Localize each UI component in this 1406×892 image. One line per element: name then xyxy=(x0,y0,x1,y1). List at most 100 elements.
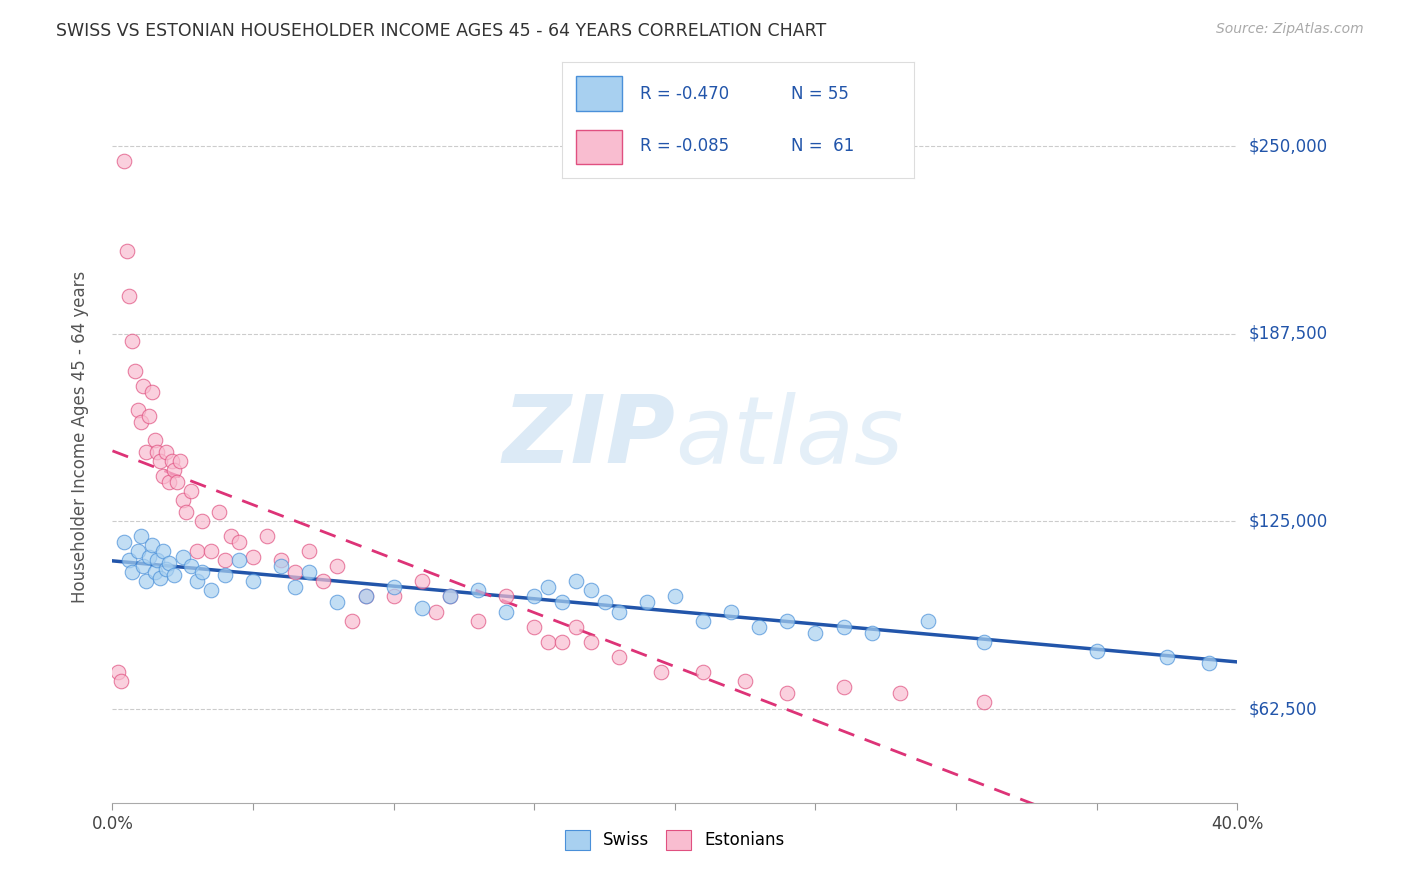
Point xyxy=(298,544,321,558)
Text: N = 55: N = 55 xyxy=(790,85,849,103)
Point xyxy=(776,685,799,699)
Point xyxy=(110,673,132,688)
Point xyxy=(326,595,349,609)
Point xyxy=(664,590,686,604)
Point xyxy=(748,619,770,633)
Point xyxy=(242,550,264,565)
Point xyxy=(354,590,377,604)
Point xyxy=(118,289,141,303)
Point xyxy=(163,463,186,477)
Point xyxy=(523,619,546,633)
Point xyxy=(425,605,447,619)
Point xyxy=(129,529,152,543)
Point xyxy=(270,553,292,567)
Point xyxy=(172,493,194,508)
Point xyxy=(180,559,202,574)
Point xyxy=(326,559,349,574)
Point xyxy=(157,475,180,490)
Point xyxy=(118,553,141,567)
Point xyxy=(155,445,177,459)
Text: R = -0.085: R = -0.085 xyxy=(640,137,728,155)
Point xyxy=(180,484,202,499)
Text: Source: ZipAtlas.com: Source: ZipAtlas.com xyxy=(1216,22,1364,37)
Point xyxy=(860,625,883,640)
Point xyxy=(166,475,188,490)
Point xyxy=(174,506,197,520)
Point xyxy=(832,619,855,633)
Point xyxy=(467,614,489,628)
Text: R = -0.470: R = -0.470 xyxy=(640,85,728,103)
Point xyxy=(692,665,714,679)
Point xyxy=(607,605,630,619)
Text: $62,500: $62,500 xyxy=(1249,700,1317,718)
Point xyxy=(354,590,377,604)
Y-axis label: Householder Income Ages 45 - 64 years: Householder Income Ages 45 - 64 years xyxy=(70,271,89,603)
Point xyxy=(650,665,672,679)
Point xyxy=(138,550,160,565)
Point xyxy=(495,605,517,619)
Point xyxy=(172,550,194,565)
Point xyxy=(163,568,186,582)
Text: N =  61: N = 61 xyxy=(790,137,853,155)
Text: $187,500: $187,500 xyxy=(1249,325,1327,343)
Point xyxy=(143,566,166,580)
Point xyxy=(219,529,242,543)
Point xyxy=(973,634,995,648)
Point xyxy=(149,572,172,586)
Point xyxy=(734,673,756,688)
Point xyxy=(411,574,433,589)
Point xyxy=(200,544,222,558)
Point xyxy=(135,445,157,459)
Point xyxy=(191,566,214,580)
Point xyxy=(169,454,191,468)
Point xyxy=(228,535,250,549)
Point xyxy=(312,574,335,589)
Point xyxy=(411,601,433,615)
Text: $250,000: $250,000 xyxy=(1249,137,1327,155)
Point xyxy=(298,566,321,580)
Point xyxy=(146,445,169,459)
Point xyxy=(692,614,714,628)
Point xyxy=(565,574,588,589)
Point xyxy=(551,595,574,609)
Point xyxy=(593,595,616,609)
Legend: Swiss, Estonians: Swiss, Estonians xyxy=(558,823,792,856)
Point xyxy=(228,553,250,567)
Text: atlas: atlas xyxy=(675,392,903,483)
Point xyxy=(551,634,574,648)
Point xyxy=(537,634,560,648)
Point xyxy=(155,562,177,576)
Point xyxy=(141,385,163,400)
Point xyxy=(149,454,172,468)
Point xyxy=(537,581,560,595)
Point xyxy=(146,553,169,567)
Point xyxy=(214,568,236,582)
Point xyxy=(1085,643,1108,657)
Point xyxy=(579,583,602,598)
Point xyxy=(186,574,208,589)
Point xyxy=(776,614,799,628)
Point xyxy=(382,581,405,595)
Point xyxy=(720,605,742,619)
Point xyxy=(214,553,236,567)
Point xyxy=(889,685,911,699)
Point xyxy=(115,244,138,259)
Point xyxy=(141,539,163,553)
Point xyxy=(467,583,489,598)
Point xyxy=(112,535,135,549)
Point xyxy=(284,581,307,595)
Point xyxy=(973,694,995,708)
Point xyxy=(208,506,231,520)
Point xyxy=(121,566,143,580)
FancyBboxPatch shape xyxy=(576,129,621,164)
Point xyxy=(270,559,292,574)
Point xyxy=(112,154,135,169)
Text: SWISS VS ESTONIAN HOUSEHOLDER INCOME AGES 45 - 64 YEARS CORRELATION CHART: SWISS VS ESTONIAN HOUSEHOLDER INCOME AGE… xyxy=(56,22,827,40)
Point xyxy=(152,469,174,483)
Point xyxy=(152,544,174,558)
Point xyxy=(124,364,146,378)
Point xyxy=(242,574,264,589)
Point xyxy=(495,590,517,604)
Point xyxy=(127,403,149,417)
Point xyxy=(917,614,939,628)
